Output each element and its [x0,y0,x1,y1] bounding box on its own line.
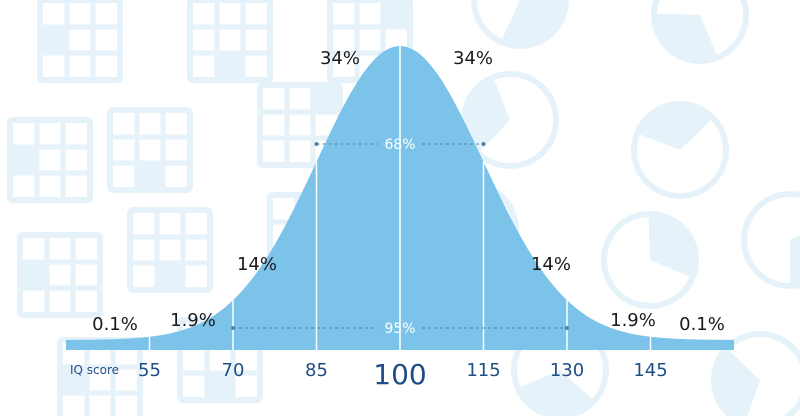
bg-grid-shape [37,0,123,83]
interval-endpoint [231,326,235,330]
x-tick-label: 85 [305,360,328,381]
x-tick-label: 145 [633,360,667,381]
bg-circle-shape [601,211,699,309]
bg-grid-shape [57,337,143,416]
interval-endpoint [481,142,486,146]
x-tick-label: 55 [138,360,161,381]
segment-percent-label: 14% [237,254,277,275]
label-layer: 55 70 85 100 115 130 145 0.1% 1.9% 14% 34% 34% 14% 1.… [92,48,725,391]
x-tick-label: 100 [373,358,426,391]
segment-percent-label: 0.1% [92,314,138,335]
interval-label: 95% [384,321,415,337]
x-tick-label: 70 [222,360,245,381]
segment-percent-label: 0.1% [679,314,725,335]
interval-endpoint [565,326,569,330]
bg-circle-shape [461,71,559,169]
interval-endpoint [314,142,319,146]
bg-grid-shape [107,107,193,193]
segment-percent-label: 1.9% [170,310,216,331]
bg-grid-shape [327,0,413,83]
bg-grid-shape [127,207,213,293]
segment-percent-label: 34% [320,48,360,69]
x-tick-label: 115 [466,360,500,381]
interval-label: 68% [384,137,415,153]
x-tick-label: 130 [550,360,584,381]
segment-percent-label: 14% [531,254,571,275]
bg-circle-shape [651,0,749,64]
bg-circle-shape [711,331,800,416]
bg-circle-shape [631,101,729,199]
bg-grid-shape [7,117,93,203]
segment-percent-label: 1.9% [610,310,656,331]
curve-layer: 68% 95% [66,46,734,350]
bg-circle-shape [741,191,800,289]
bg-grid-shape [17,232,103,318]
x-axis-label: IQ score [70,363,119,377]
segment-percent-label: 34% [453,48,493,69]
bg-grid-shape [187,0,273,83]
bg-circle-shape [471,0,569,49]
